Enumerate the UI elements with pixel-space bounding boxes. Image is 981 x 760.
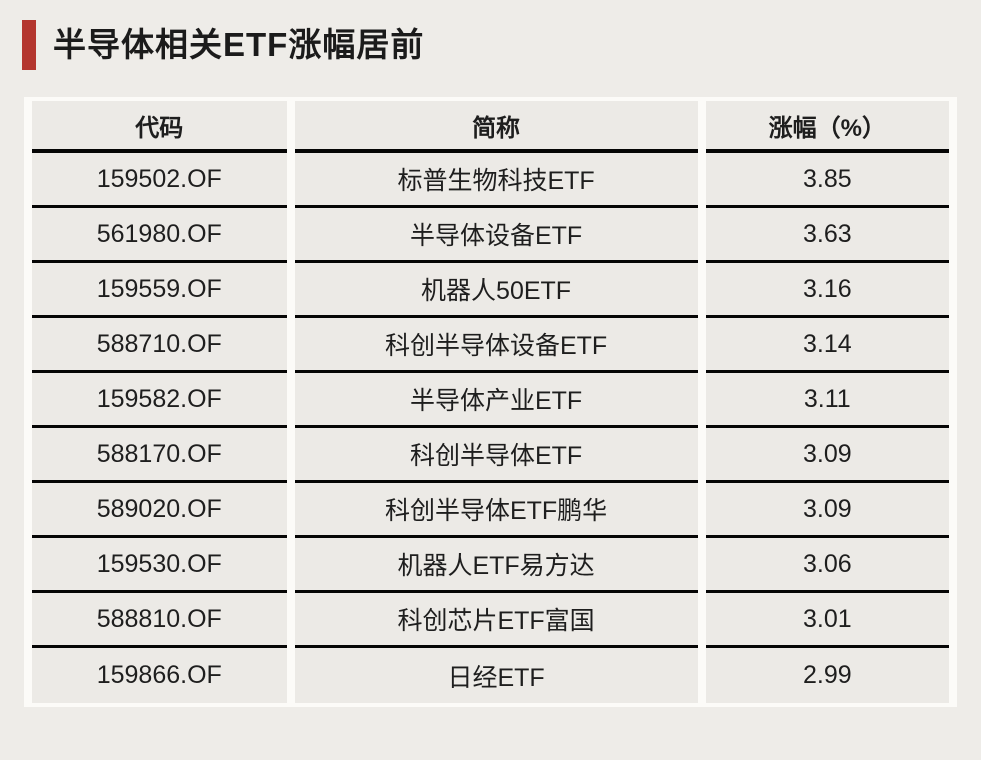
cell-code: 159866.OF [32, 648, 287, 703]
table-row: 159530.OF 机器人ETF易方达 3.06 [32, 538, 949, 593]
cell-change-percent: 3.09 [705, 428, 949, 483]
cell-code: 588710.OF [32, 318, 287, 373]
cell-code: 561980.OF [32, 208, 287, 263]
table-row: 588810.OF 科创芯片ETF富国 3.01 [32, 593, 949, 648]
cell-code: 159530.OF [32, 538, 287, 593]
table-row: 159866.OF 日经ETF 2.99 [32, 648, 949, 703]
table-row: 159502.OF 标普生物科技ETF 3.85 [32, 153, 949, 208]
cell-code: 588810.OF [32, 593, 287, 648]
table-row: 588170.OF 科创半导体ETF 3.09 [32, 428, 949, 483]
cell-name: 科创半导体ETF [294, 428, 698, 483]
header-name: 简称 [294, 101, 698, 153]
page-title-block: 半导体相关ETF涨幅居前 [0, 0, 981, 70]
cell-code: 588170.OF [32, 428, 287, 483]
table-row: 561980.OF 半导体设备ETF 3.63 [32, 208, 949, 263]
table-row: 159559.OF 机器人50ETF 3.16 [32, 263, 949, 318]
cell-name: 标普生物科技ETF [294, 153, 698, 208]
cell-change-percent: 3.11 [705, 373, 949, 428]
etf-table-container: 代码 简称 涨幅（%） 159502.OF 标普生物科技ETF 3.85 561980… [24, 97, 957, 707]
cell-name: 机器人50ETF [294, 263, 698, 318]
cell-change-percent: 3.16 [705, 263, 949, 318]
cell-change-percent: 3.85 [705, 153, 949, 208]
etf-table: 代码 简称 涨幅（%） 159502.OF 标普生物科技ETF 3.85 561980… [24, 101, 957, 703]
page-title: 半导体相关ETF涨幅居前 [53, 26, 425, 63]
cell-code: 159502.OF [32, 153, 287, 208]
cell-change-percent: 3.63 [705, 208, 949, 263]
cell-name: 日经ETF [294, 648, 698, 703]
title-accent-bar [22, 20, 36, 70]
cell-change-percent: 3.01 [705, 593, 949, 648]
table-row: 589020.OF 科创半导体ETF鹏华 3.09 [32, 483, 949, 538]
cell-change-percent: 3.06 [705, 538, 949, 593]
table-header-row: 代码 简称 涨幅（%） [32, 101, 949, 153]
cell-code: 159559.OF [32, 263, 287, 318]
cell-change-percent: 3.14 [705, 318, 949, 373]
cell-name: 半导体设备ETF [294, 208, 698, 263]
header-code: 代码 [32, 101, 287, 153]
header-change-percent: 涨幅（%） [705, 101, 949, 153]
cell-change-percent: 2.99 [705, 648, 949, 703]
table-row: 159582.OF 半导体产业ETF 3.11 [32, 373, 949, 428]
table-row: 588710.OF 科创半导体设备ETF 3.14 [32, 318, 949, 373]
cell-name: 半导体产业ETF [294, 373, 698, 428]
cell-name: 科创芯片ETF富国 [294, 593, 698, 648]
cell-name: 机器人ETF易方达 [294, 538, 698, 593]
cell-code: 589020.OF [32, 483, 287, 538]
cell-name: 科创半导体设备ETF [294, 318, 698, 373]
cell-name: 科创半导体ETF鹏华 [294, 483, 698, 538]
cell-code: 159582.OF [32, 373, 287, 428]
cell-change-percent: 3.09 [705, 483, 949, 538]
table-body: 159502.OF 标普生物科技ETF 3.85 561980.OF 半导体设备ETF 3… [32, 153, 949, 703]
